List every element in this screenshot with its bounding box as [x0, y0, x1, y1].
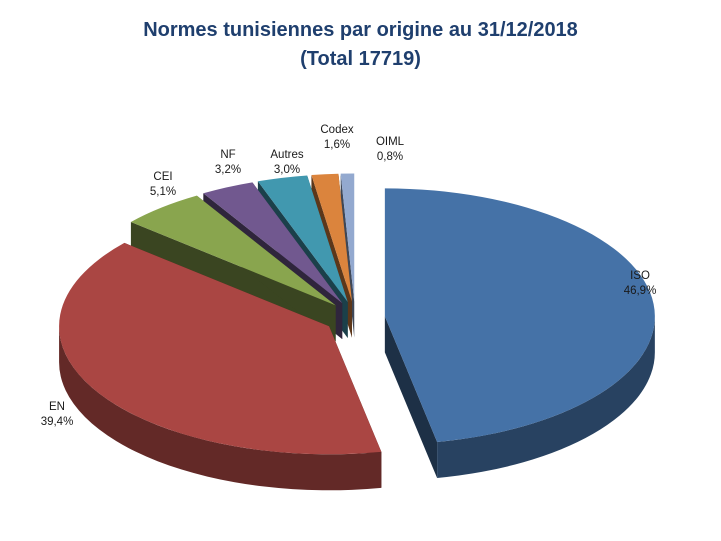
slice-top: [384, 188, 655, 442]
slice-name-cei: CEI: [153, 171, 172, 183]
slice-value-oiml: 0,8%: [377, 151, 403, 163]
pie-slice-en: [59, 242, 382, 491]
slice-value-cei: 5,1%: [150, 186, 176, 198]
slice-top: [340, 173, 355, 302]
chart-subtitle: (Total 17719): [300, 48, 421, 70]
pie-slices: [59, 173, 655, 491]
slice-name-en: EN: [49, 401, 65, 413]
slice-value-nf: 3,2%: [215, 164, 241, 176]
slice-labels: ISO 46,9% EN 39,4% CEI 5,1% NF 3,2% Autres 3,0% Co…: [41, 124, 657, 428]
slice-value-codex: 1,6%: [324, 139, 350, 151]
slice-rim: [59, 326, 382, 491]
slice-name-nf: NF: [220, 149, 235, 161]
slice-value-iso: 46,9%: [624, 285, 657, 297]
slice-rim: [437, 316, 655, 478]
slice-value-en: 39,4%: [41, 416, 74, 428]
pie-slice-iso: [384, 188, 655, 478]
slice-name-iso: ISO: [630, 270, 650, 282]
chart-title-block: Normes tunisiennes par origine au 31/12/…: [0, 16, 721, 74]
slice-name-oiml: OIML: [376, 136, 405, 148]
slice-name-autres: Autres: [270, 149, 303, 161]
slice-top: [203, 182, 343, 304]
slice-top: [59, 242, 382, 455]
slice-wall: [384, 316, 438, 478]
slice-name-codex: Codex: [320, 124, 353, 136]
slice-top: [311, 173, 352, 302]
slice-top: [130, 195, 336, 306]
chart-title: Normes tunisiennes par origine au 31/12/…: [143, 19, 578, 41]
slice-top: [257, 175, 348, 302]
slice-value-autres: 3,0%: [274, 164, 300, 176]
